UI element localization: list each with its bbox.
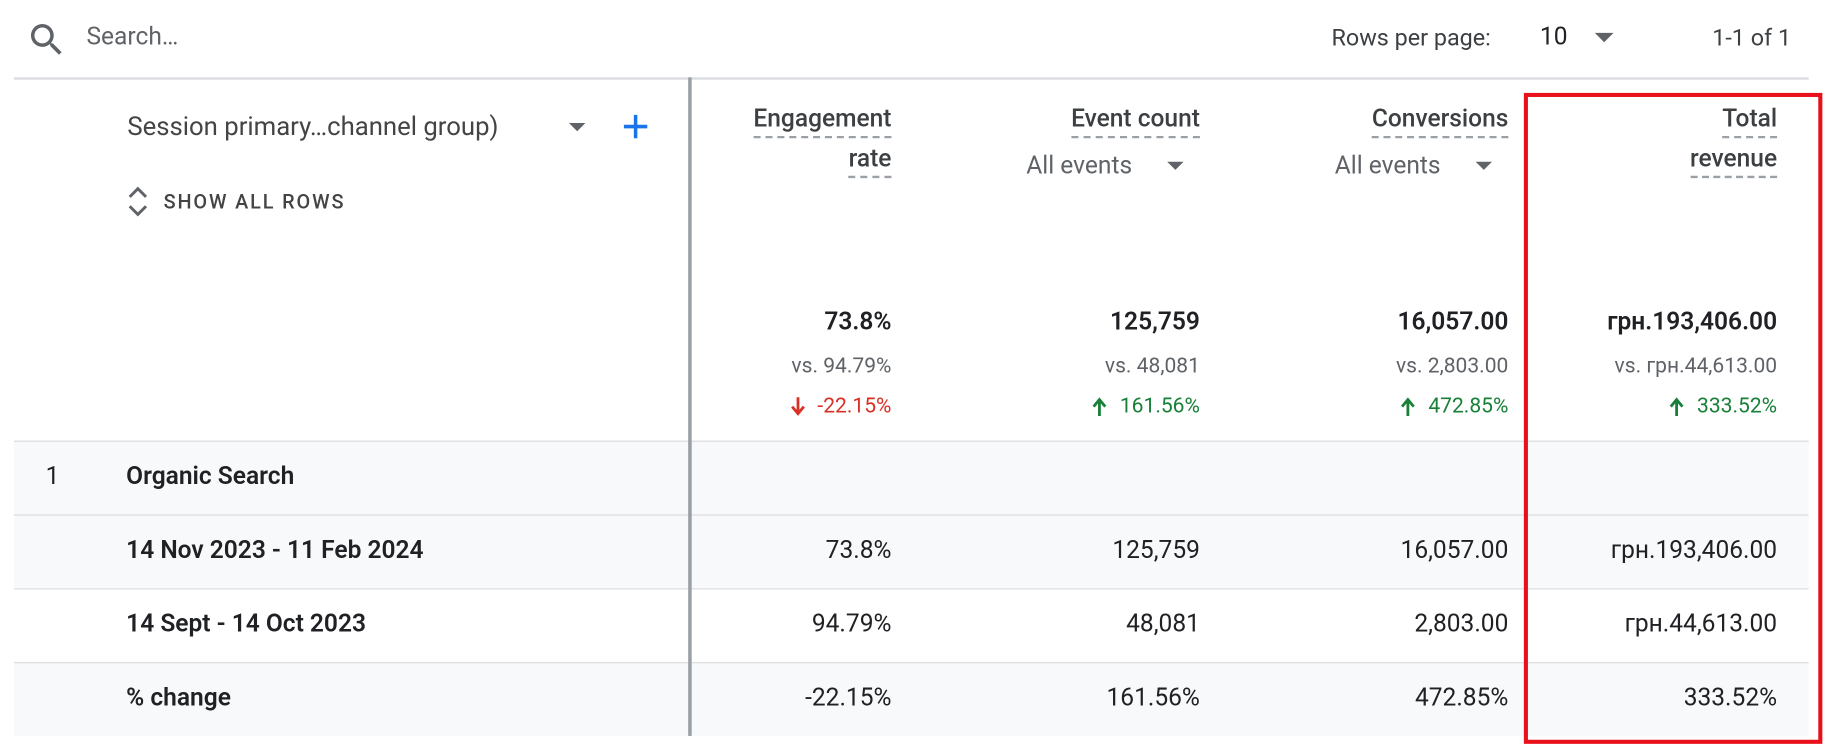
total-value: грн.193,406.00 — [1607, 308, 1778, 337]
divider — [14, 514, 1809, 516]
row-label: 14 Sept - 14 Oct 2023 — [126, 610, 366, 639]
cell: 48,081 — [1126, 610, 1200, 639]
total-change: 161.56% — [1119, 393, 1200, 419]
rows-per-page-label: Rows per page: — [1331, 23, 1491, 52]
metric-filter[interactable]: All events — [1026, 152, 1133, 181]
cell: 16,057.00 — [1400, 536, 1509, 565]
row-band — [14, 440, 1809, 515]
dimension-selector[interactable]: Session primary…channel group) — [127, 112, 499, 142]
total-value: 125,759 — [1110, 308, 1200, 337]
row-band — [14, 662, 1809, 736]
metric-filter[interactable]: All events — [1334, 152, 1441, 181]
show-all-rows[interactable]: SHOW ALL ROWS — [163, 191, 346, 215]
dropdown-arrow[interactable] — [1474, 161, 1493, 173]
column-header[interactable]: Event count — [1071, 105, 1200, 139]
divider — [14, 440, 1809, 442]
up-arrow — [1401, 397, 1416, 417]
row-band — [14, 514, 1809, 589]
group-label: Organic Search — [126, 462, 295, 492]
cell: -22.15% — [805, 684, 892, 713]
column-header[interactable]: Engagement — [753, 105, 892, 139]
cell: 472.85% — [1414, 684, 1509, 713]
total-value: 73.8% — [824, 308, 892, 337]
dropdown-arrow[interactable] — [1166, 161, 1185, 173]
divider — [14, 662, 1809, 664]
up-arrow — [1093, 397, 1107, 417]
total-comparison: vs. грн.44,613.00 — [1614, 353, 1778, 379]
cell: грн.44,613.00 — [1624, 610, 1778, 639]
row-index: 1 — [45, 462, 60, 492]
pagination: 1-1 of 1 — [1712, 23, 1792, 52]
highlight-box — [1523, 92, 1823, 744]
cell: 161.56% — [1106, 684, 1200, 713]
search-input[interactable]: Search… — [86, 23, 179, 52]
total-change: -22.15% — [817, 393, 892, 419]
total-comparison: vs. 2,803.00 — [1395, 353, 1509, 379]
cell: 73.8% — [825, 536, 892, 565]
column-header[interactable]: Conversions — [1371, 105, 1509, 139]
expand-icon[interactable] — [126, 185, 149, 218]
column-header[interactable]: rate — [848, 145, 892, 179]
add-dimension[interactable] — [622, 113, 650, 141]
total-value: 16,057.00 — [1397, 308, 1509, 337]
total-comparison: vs. 94.79% — [791, 353, 892, 379]
total-comparison: vs. 48,081 — [1104, 353, 1200, 379]
down-arrow — [790, 397, 805, 416]
cell: 2,803.00 — [1414, 610, 1509, 639]
cell: 125,759 — [1112, 536, 1200, 565]
up-arrow — [1670, 397, 1685, 417]
cell: грн.193,406.00 — [1610, 536, 1778, 565]
rows-per-page-select[interactable]: 10 — [1539, 23, 1568, 52]
column-divider — [688, 77, 692, 736]
column-header[interactable]: Total — [1722, 105, 1778, 139]
divider — [14, 77, 1809, 80]
cell: 94.79% — [811, 610, 892, 639]
row-label: % change — [126, 684, 231, 713]
total-change: 333.52% — [1697, 393, 1778, 419]
cell: 333.52% — [1683, 684, 1778, 713]
search-icon — [30, 24, 62, 55]
row-label: 14 Nov 2023 - 11 Feb 2024 — [126, 536, 424, 565]
total-change: 472.85% — [1428, 393, 1509, 419]
divider — [14, 588, 1809, 590]
column-header[interactable]: revenue — [1690, 145, 1778, 179]
dropdown-arrow[interactable] — [568, 122, 587, 134]
dropdown-arrow[interactable] — [1594, 30, 1615, 44]
